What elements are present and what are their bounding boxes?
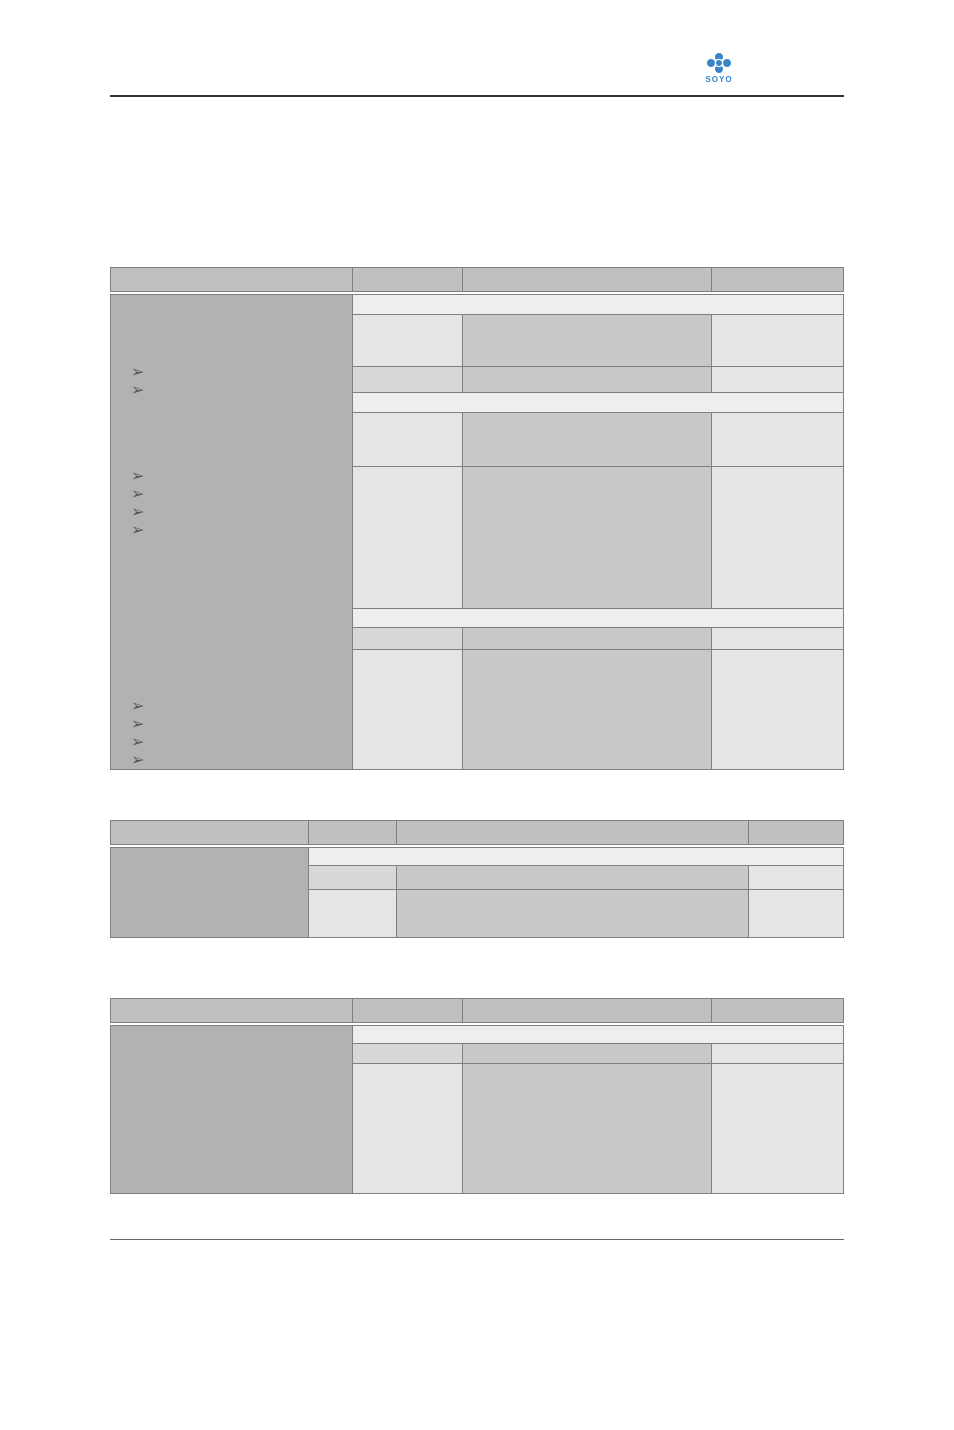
- bullet-icon: ➢: [131, 735, 352, 751]
- table-header-cell: [111, 268, 353, 292]
- subheader-cell: [352, 608, 843, 628]
- option-cell: [308, 890, 396, 938]
- option-cell: [352, 650, 462, 770]
- description-cell: [396, 866, 748, 890]
- table-header-cell: [308, 821, 396, 845]
- option-cell: [352, 467, 462, 609]
- option-cell: [352, 366, 462, 392]
- note-cell: [712, 314, 844, 366]
- table-header-cell: [396, 821, 748, 845]
- description-cell: [462, 467, 711, 609]
- bullet-icon: ➢: [131, 699, 352, 715]
- bullet-icon: ➢: [131, 523, 352, 539]
- description-cell: [462, 1044, 711, 1064]
- spacer-2: [110, 938, 844, 998]
- table-header-cell: [111, 821, 309, 845]
- row-group-label-cell: [111, 1026, 353, 1194]
- bullet-icon: ➢: [131, 365, 352, 381]
- note-cell: [712, 366, 844, 392]
- description-cell: [462, 314, 711, 366]
- brand-logo: SOYO: [704, 49, 734, 84]
- header-rule: SOYO: [110, 55, 844, 97]
- option-cell: [308, 866, 396, 890]
- option-cell: [352, 1044, 462, 1064]
- bullet-icon: ➢: [131, 383, 352, 399]
- note-cell: [748, 866, 843, 890]
- footer-rule: [110, 1239, 844, 1240]
- option-cell: [352, 1064, 462, 1194]
- table-header-cell: [712, 999, 844, 1023]
- row-group-label-cell: ➢ ➢ ➢ ➢ ➢ ➢ ➢ ➢ ➢ ➢: [111, 295, 353, 770]
- description-cell: [462, 628, 711, 650]
- table-2: [110, 820, 844, 938]
- note-cell: [712, 412, 844, 466]
- option-cell: [352, 412, 462, 466]
- note-cell: [712, 1064, 844, 1194]
- brand-logo-text: SOYO: [704, 75, 734, 84]
- description-cell: [462, 650, 711, 770]
- content-area: ➢ ➢ ➢ ➢ ➢ ➢ ➢ ➢ ➢ ➢: [110, 267, 844, 1194]
- table-header-cell: [352, 999, 462, 1023]
- spacer-1: [110, 770, 844, 820]
- note-cell: [748, 890, 843, 938]
- description-cell: [462, 1064, 711, 1194]
- description-cell: [462, 412, 711, 466]
- table-1: ➢ ➢ ➢ ➢ ➢ ➢ ➢ ➢ ➢ ➢: [110, 267, 844, 770]
- note-cell: [712, 467, 844, 609]
- row-group-label-cell: [111, 848, 309, 938]
- bullet-icon: ➢: [131, 469, 352, 485]
- subheader-cell: [352, 295, 843, 315]
- table-header-cell: [712, 268, 844, 292]
- table-header-cell: [462, 268, 711, 292]
- bullet-icon: ➢: [131, 505, 352, 521]
- bullet-icon: ➢: [131, 753, 352, 769]
- table-header-cell: [462, 999, 711, 1023]
- table-header-cell: [748, 821, 843, 845]
- bullet-icon: ➢: [131, 487, 352, 503]
- option-cell: [352, 628, 462, 650]
- subheader-cell: [352, 393, 843, 413]
- option-cell: [352, 314, 462, 366]
- subheader-cell: [308, 848, 843, 866]
- soyo-logo-icon: [704, 49, 734, 75]
- subheader-cell: [352, 1026, 843, 1044]
- note-cell: [712, 1044, 844, 1064]
- description-cell: [462, 366, 711, 392]
- table-header-cell: [111, 999, 353, 1023]
- table-header-cell: [352, 268, 462, 292]
- table-3: [110, 998, 844, 1194]
- description-cell: [396, 890, 748, 938]
- note-cell: [712, 650, 844, 770]
- bullet-icon: ➢: [131, 717, 352, 733]
- note-cell: [712, 628, 844, 650]
